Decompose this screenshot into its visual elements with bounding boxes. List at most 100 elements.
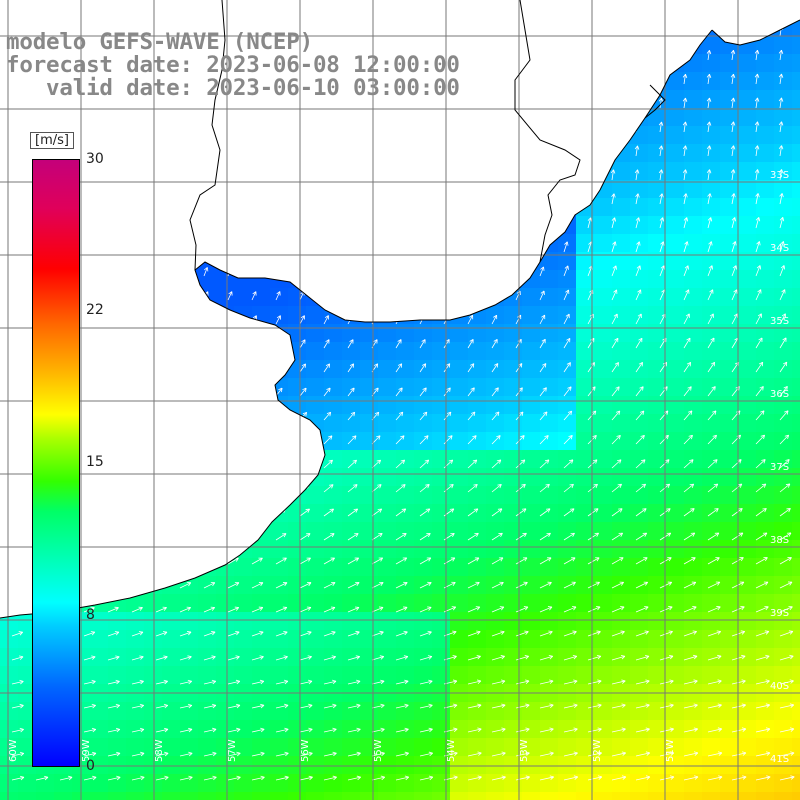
speed-cell xyxy=(288,360,307,379)
speed-cell xyxy=(0,648,19,667)
wind-arrow xyxy=(611,410,621,421)
speed-cell xyxy=(450,450,469,469)
wind-arrow xyxy=(683,581,697,589)
speed-cell xyxy=(792,738,800,757)
lat-label: 34S xyxy=(770,243,789,254)
colorbar-unit: [m/s] xyxy=(30,132,74,149)
speed-cell xyxy=(414,756,433,775)
speed-cell xyxy=(558,702,577,721)
speed-cell xyxy=(702,216,721,235)
speed-cell xyxy=(108,720,127,739)
wind-arrow xyxy=(467,387,475,397)
speed-cell xyxy=(756,270,775,289)
speed-cell xyxy=(270,756,289,775)
speed-cell xyxy=(522,360,541,379)
speed-cell xyxy=(522,342,541,361)
speed-cell xyxy=(486,774,505,793)
wind-arrow xyxy=(539,751,554,757)
wind-arrow xyxy=(83,751,97,757)
speed-cell xyxy=(198,756,217,775)
speed-cell xyxy=(792,720,800,739)
speed-cell xyxy=(684,792,703,800)
wind-arrow xyxy=(155,751,169,757)
speed-cell xyxy=(486,360,505,379)
speed-cell xyxy=(108,738,127,757)
wind-arrow xyxy=(587,630,601,637)
wind-arrow xyxy=(587,751,602,757)
speed-cell xyxy=(108,666,127,685)
speed-cell xyxy=(684,540,703,559)
wind-arrow xyxy=(251,606,264,613)
wind-arrow xyxy=(731,193,736,205)
speed-cell xyxy=(414,342,433,361)
wind-arrow xyxy=(635,727,650,733)
wind-arrow xyxy=(611,241,617,253)
wind-arrow xyxy=(179,631,192,637)
speed-cell xyxy=(738,270,757,289)
wind-arrow xyxy=(563,727,578,733)
speed-cell xyxy=(720,72,739,91)
speed-cell xyxy=(738,576,757,595)
wind-arrow xyxy=(779,703,795,709)
wind-arrow xyxy=(659,606,673,613)
speed-cell xyxy=(774,144,793,163)
speed-cell xyxy=(306,666,325,685)
speed-cell xyxy=(738,180,757,199)
lon-label: 59W xyxy=(81,739,92,762)
speed-cell xyxy=(702,468,721,487)
speed-cell xyxy=(648,702,667,721)
wind-arrow xyxy=(635,410,645,421)
wind-arrow xyxy=(299,315,305,325)
speed-cell xyxy=(774,792,793,800)
wind-arrow xyxy=(682,145,688,157)
speed-cell xyxy=(756,72,775,91)
wind-arrow xyxy=(755,605,769,613)
wind-arrow xyxy=(635,775,651,781)
speed-cell xyxy=(792,378,800,397)
speed-cell xyxy=(522,396,541,415)
wind-arrow xyxy=(707,337,715,349)
wind-arrow xyxy=(395,751,409,757)
speed-cell xyxy=(414,486,433,505)
wind-arrow xyxy=(707,727,723,733)
speed-cell xyxy=(324,396,343,415)
wind-arrow xyxy=(467,459,478,469)
speed-cell xyxy=(198,648,217,667)
speed-cell xyxy=(378,486,397,505)
speed-cell xyxy=(702,54,721,73)
speed-cell xyxy=(18,738,37,757)
speed-cell xyxy=(630,522,649,541)
speed-cell xyxy=(468,414,487,433)
wind-arrow xyxy=(323,411,332,421)
wind-arrow xyxy=(635,193,640,205)
speed-cell xyxy=(756,702,775,721)
speed-cell xyxy=(756,252,775,271)
speed-cell xyxy=(450,594,469,613)
wind-arrow xyxy=(587,727,602,733)
speed-cell xyxy=(486,414,505,433)
speed-cell xyxy=(774,198,793,217)
speed-cell xyxy=(144,720,163,739)
wind-arrow xyxy=(707,630,721,637)
speed-cell xyxy=(576,324,595,343)
speed-cell xyxy=(756,720,775,739)
wind-arrow xyxy=(683,654,698,661)
speed-cell xyxy=(756,594,775,613)
colorbar-tick-15: 15 xyxy=(86,454,104,470)
lon-label: 51W xyxy=(665,739,676,762)
speed-cell xyxy=(702,486,721,505)
speed-cell xyxy=(792,270,800,289)
speed-cell xyxy=(162,792,181,800)
speed-cell xyxy=(558,522,577,541)
speed-cell xyxy=(774,702,793,721)
wind-arrow xyxy=(275,630,288,637)
speed-cell xyxy=(0,774,19,793)
speed-cell xyxy=(198,720,217,739)
speed-cell xyxy=(774,720,793,739)
speed-cell xyxy=(432,324,451,343)
speed-cell xyxy=(774,594,793,613)
speed-cell xyxy=(792,72,800,91)
wind-arrow xyxy=(299,775,313,781)
speed-cell xyxy=(522,666,541,685)
speed-cell xyxy=(738,702,757,721)
